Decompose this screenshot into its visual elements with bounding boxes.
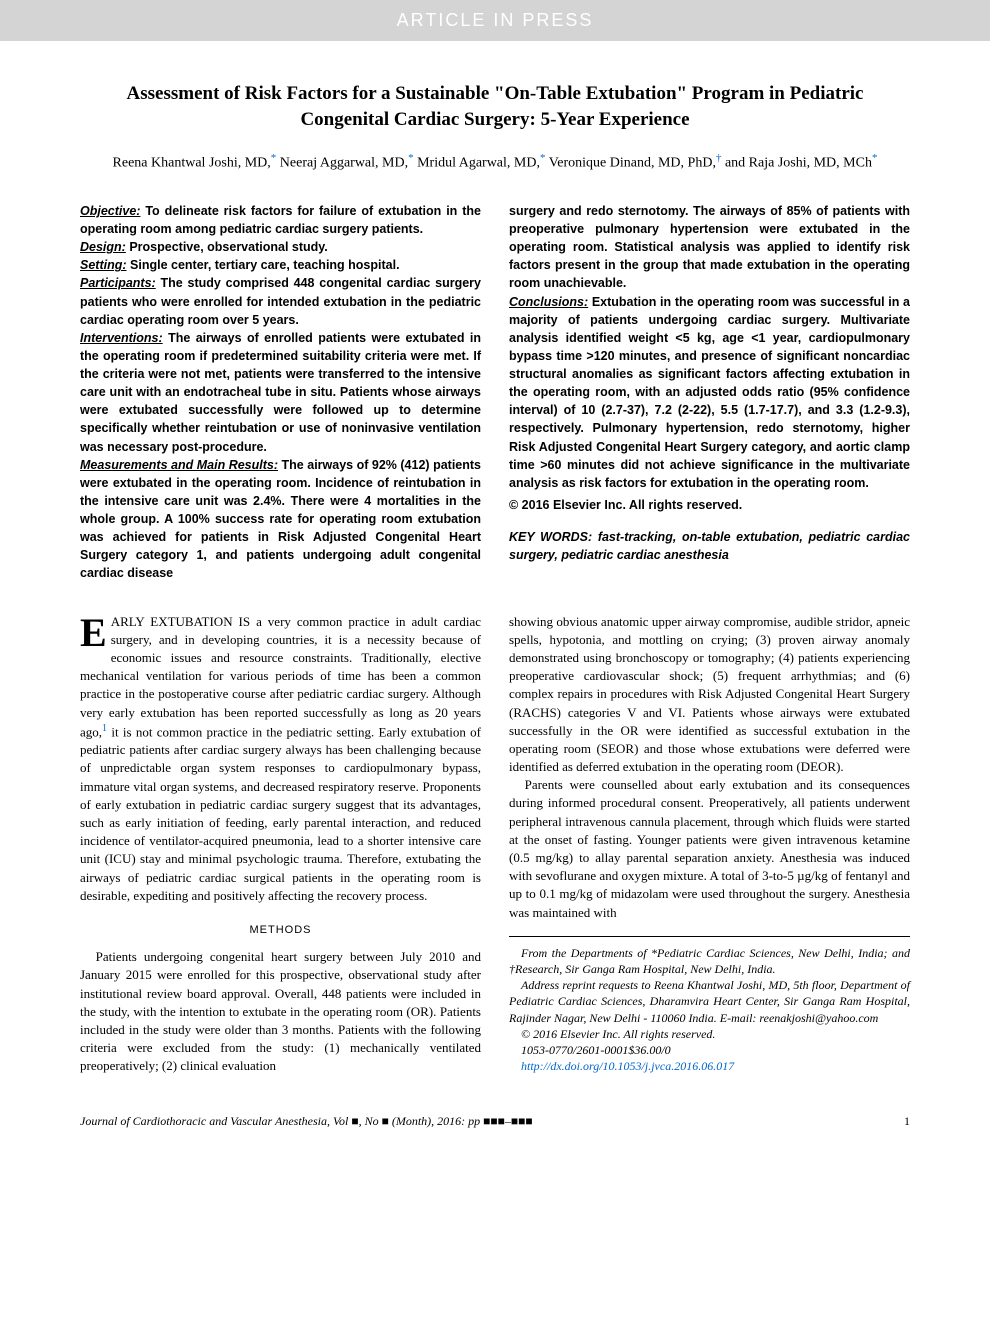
abstract-label: Measurements and Main Results: bbox=[80, 458, 278, 472]
abstract-copyright: © 2016 Elsevier Inc. All rights reserved… bbox=[509, 496, 910, 514]
body-text: it is not common practice in the pediatr… bbox=[80, 724, 481, 903]
abstract-label: Participants: bbox=[80, 276, 156, 290]
affil-marker: * bbox=[408, 152, 414, 164]
body-paragraph: showing obvious anatomic upper airway co… bbox=[509, 613, 910, 777]
affil-marker: † bbox=[716, 152, 722, 164]
abstract-text: The airways of enrolled patients were ex… bbox=[80, 331, 481, 454]
affil-marker: * bbox=[540, 152, 546, 164]
abstract-label: Interventions: bbox=[80, 331, 163, 345]
article-in-press-banner: ARTICLE IN PRESS bbox=[0, 0, 990, 41]
author-name: and Raja Joshi, MD, MCh bbox=[725, 156, 872, 171]
methods-paragraph: Patients undergoing congenital heart sur… bbox=[80, 948, 481, 1075]
abstract-text: Single center, tertiary care, teaching h… bbox=[130, 258, 400, 272]
journal-citation: Journal of Cardiothoracic and Vascular A… bbox=[80, 1114, 533, 1129]
affil-line: From the Departments of *Pediatric Cardi… bbox=[509, 945, 910, 977]
abstract-block: Objective: To delineate risk factors for… bbox=[80, 202, 910, 583]
abstract-label: Design: bbox=[80, 240, 126, 254]
author-name: Neeraj Aggarwal, MD, bbox=[280, 156, 408, 171]
author-name: Veronique Dinand, MD, PhD, bbox=[549, 156, 716, 171]
affil-line: © 2016 Elsevier Inc. All rights reserved… bbox=[509, 1026, 910, 1042]
author-line: Reena Khantwal Joshi, MD,* Neeraj Aggarw… bbox=[80, 150, 910, 174]
abstract-left-col: Objective: To delineate risk factors for… bbox=[80, 202, 481, 583]
author-name: Reena Khantwal Joshi, MD, bbox=[113, 156, 271, 171]
affil-line: 1053-0770/2601-0001$36.00/0 bbox=[509, 1042, 910, 1058]
dropcap: E bbox=[80, 613, 111, 651]
body-paragraph: Parents were counselled about early extu… bbox=[509, 776, 910, 922]
keywords: KEY WORDS: fast-tracking, on-table extub… bbox=[509, 528, 910, 564]
abstract-right-col: surgery and redo sternotomy. The airways… bbox=[509, 202, 910, 583]
body-text: ARLY EXTUBATION IS a very common practic… bbox=[80, 614, 481, 739]
methods-heading: METHODS bbox=[80, 923, 481, 938]
abstract-text: surgery and redo sternotomy. The airways… bbox=[509, 204, 910, 291]
author-name: Mridul Agarwal, MD, bbox=[417, 156, 540, 171]
body-right-col: showing obvious anatomic upper airway co… bbox=[509, 613, 910, 1076]
intro-paragraph: EARLY EXTUBATION IS a very common practi… bbox=[80, 613, 481, 905]
page-footer: Journal of Cardiothoracic and Vascular A… bbox=[0, 1106, 990, 1149]
abstract-label: Conclusions: bbox=[509, 295, 588, 309]
abstract-text: Extubation in the operating room was suc… bbox=[509, 295, 910, 490]
body-left-col: EARLY EXTUBATION IS a very common practi… bbox=[80, 613, 481, 1076]
affil-marker: * bbox=[872, 152, 878, 164]
affil-marker: * bbox=[271, 152, 277, 164]
affiliation-block: From the Departments of *Pediatric Cardi… bbox=[509, 936, 910, 1075]
abstract-label: Objective: bbox=[80, 204, 140, 218]
affil-line: Address reprint requests to Reena Khantw… bbox=[509, 977, 910, 1026]
article-title: Assessment of Risk Factors for a Sustain… bbox=[80, 81, 910, 132]
doi-link[interactable]: http://dx.doi.org/10.1053/j.jvca.2016.06… bbox=[509, 1058, 910, 1074]
body-columns: EARLY EXTUBATION IS a very common practi… bbox=[80, 613, 910, 1076]
abstract-label: Setting: bbox=[80, 258, 127, 272]
page-number: 1 bbox=[904, 1114, 910, 1129]
abstract-text: To delineate risk factors for failure of… bbox=[80, 204, 481, 236]
page-content: Assessment of Risk Factors for a Sustain… bbox=[0, 41, 990, 1106]
abstract-text: Prospective, observational study. bbox=[129, 240, 327, 254]
abstract-text: The airways of 92% (412) patients were e… bbox=[80, 458, 481, 581]
